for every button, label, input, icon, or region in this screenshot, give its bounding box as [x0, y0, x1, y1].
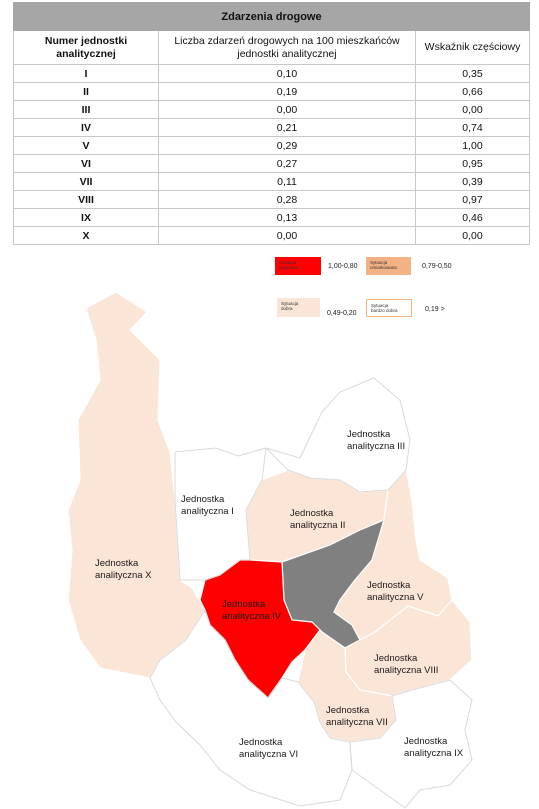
unit-cell: IV	[13, 118, 159, 137]
index-cell: 1,00	[415, 136, 530, 155]
value-cell: 0,13	[158, 208, 416, 227]
legend-swatch-critical: Sytuacja krytyczna	[275, 257, 321, 275]
label-region-v: Jednostka analityczna V	[367, 580, 424, 603]
unit-cell: I	[13, 64, 159, 83]
index-cell: 0,66	[415, 82, 530, 101]
unit-cell: VI	[13, 154, 159, 173]
legend-range-critical: 1,00-0,80	[328, 263, 358, 270]
value-cell: 0,27	[158, 154, 416, 173]
table-row: X 0,00 0,00	[13, 226, 530, 245]
value-cell: 0,00	[158, 100, 416, 119]
table-row: V 0,29 1,00	[13, 136, 530, 155]
unit-cell: X	[13, 226, 159, 245]
value-cell: 0,19	[158, 82, 416, 101]
label-region-viii: Jednostka analityczna VIII	[374, 653, 438, 676]
outline-i	[174, 447, 267, 581]
index-cell: 0,46	[415, 208, 530, 227]
label-region-i: Jednostka analityczna I	[181, 494, 234, 517]
outline-vi	[149, 608, 353, 807]
header-partial-index: Wskaźnik częściowy	[415, 30, 530, 65]
label-region-iv: Jednostka analityczna IV	[222, 599, 282, 622]
label-region-vii: Jednostka analityczna VII	[326, 705, 388, 728]
table-row: VII 0,11 0,39	[13, 172, 530, 191]
label-region-iii: Jednostka analityczna III	[347, 429, 405, 452]
table-row: I 0,10 0,35	[13, 64, 530, 83]
index-cell: 0,74	[415, 118, 530, 137]
legend-range-very-good: 0,19 >	[425, 306, 445, 313]
label-region-vi: Jednostka analityczna VI	[239, 737, 298, 760]
unit-cell: V	[13, 136, 159, 155]
legend-range-moderate: 0,79-0,50	[422, 263, 452, 270]
index-cell: 0,95	[415, 154, 530, 173]
outline-ix	[349, 679, 473, 809]
road-events-table: Zdarzenia drogowe Numer jednostki analit…	[13, 2, 530, 245]
header-events-per-100: Liczba zdarzeń drogowych na 100 mieszkań…	[158, 30, 416, 65]
outline-iii	[265, 377, 411, 493]
table-row: VIII 0,28 0,97	[13, 190, 530, 209]
table-row: IV 0,21 0,74	[13, 118, 530, 137]
value-cell: 0,29	[158, 136, 416, 155]
label-region-ix: Jednostka analityczna IX	[404, 736, 464, 759]
index-cell: 0,00	[415, 100, 530, 119]
header-unit-number: Numer jednostki analitycznej	[13, 30, 159, 65]
value-cell: 0,21	[158, 118, 416, 137]
value-cell: 0,10	[158, 64, 416, 83]
value-cell: 0,28	[158, 190, 416, 209]
unit-cell: VIII	[13, 190, 159, 209]
table-title-row: Zdarzenia drogowe	[13, 2, 530, 31]
value-cell: 0,00	[158, 226, 416, 245]
legend-swatch-very-good: Sytuacja bardzo dobra	[366, 299, 412, 317]
unit-cell: III	[13, 100, 159, 119]
unit-cell: VII	[13, 172, 159, 191]
label-region-x: Jednostka analityczna X	[95, 558, 152, 581]
index-cell: 0,97	[415, 190, 530, 209]
legend-range-good: 0,49-0,20	[327, 310, 357, 317]
index-cell: 0,39	[415, 172, 530, 191]
region-map: Jednostka analityczna X Jednostka analityc…	[67, 291, 473, 809]
unit-cell: IX	[13, 208, 159, 227]
index-cell: 0,00	[415, 226, 530, 245]
unit-cell: II	[13, 82, 159, 101]
table-title: Zdarzenia drogowe	[13, 2, 530, 31]
table-header-row: Numer jednostki analitycznej Liczba zdar…	[13, 30, 530, 65]
legend-swatch-good: Sytuacja dobra	[277, 298, 320, 317]
table-row: VI 0,27 0,95	[13, 154, 530, 173]
label-region-ii: Jednostka analityczna II	[290, 508, 345, 531]
table-row: III 0,00 0,00	[13, 100, 530, 119]
value-cell: 0,11	[158, 172, 416, 191]
table-row: IX 0,13 0,46	[13, 208, 530, 227]
legend-swatch-moderate: Sytuacja umiarkowana	[366, 257, 411, 275]
index-cell: 0,35	[415, 64, 530, 83]
table-row: II 0,19 0,66	[13, 82, 530, 101]
